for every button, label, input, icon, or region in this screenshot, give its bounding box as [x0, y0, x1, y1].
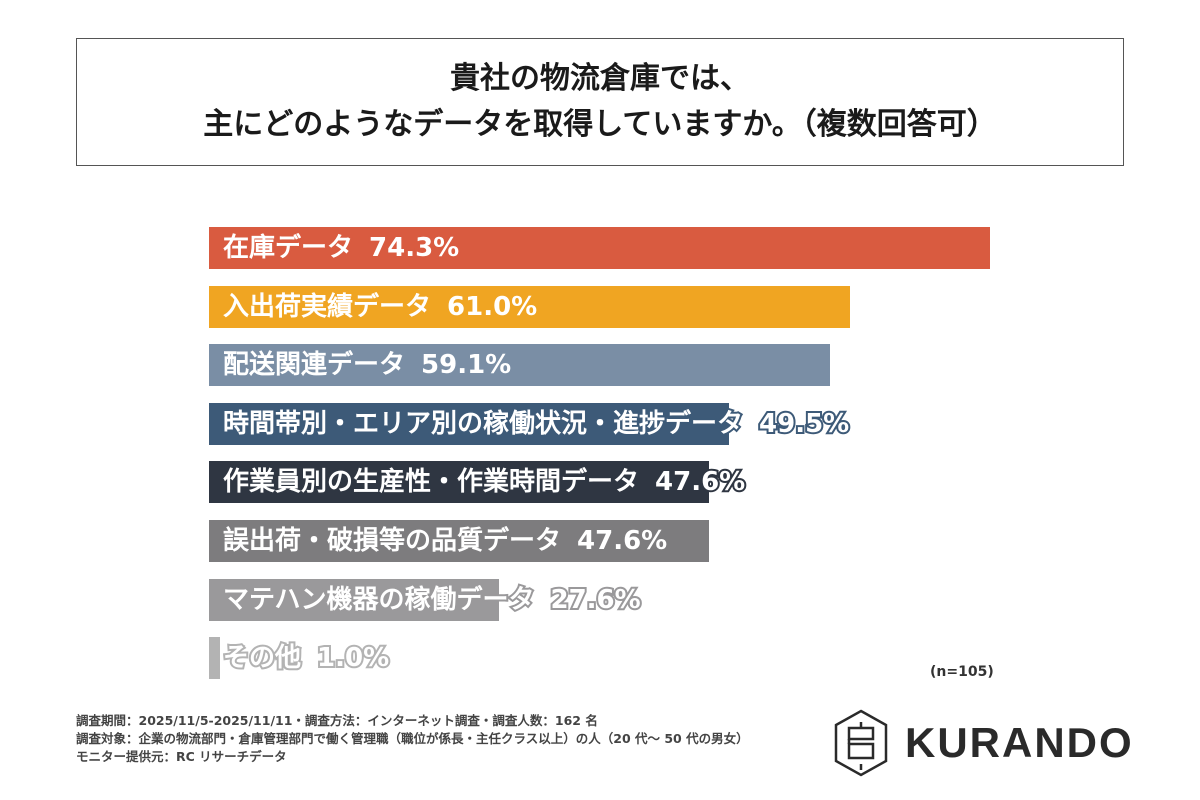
value-label: 27.6% [548, 583, 642, 617]
bar [209, 402, 730, 445]
category-label: 作業員別の生産性・作業時間データ [221, 465, 641, 499]
value-label: 61.0% [445, 290, 539, 324]
bar-label: その他 1.0% [221, 637, 391, 679]
bar-label: 入出荷実績データ 61.0% [221, 286, 539, 328]
footer-line-target: 調査対象：企業の物流部門・倉庫管理部門で働く管理職（職位が係長・主任クラス以上）… [76, 731, 749, 746]
bar-label: 時間帯別・エリア別の稼働状況・進捗データ 49.5% [221, 403, 851, 445]
kurando-logo: KURANDO [833, 708, 1134, 778]
bar [209, 285, 851, 328]
footer-line-provider: モニター提供元：RC リサーチデータ [76, 749, 287, 764]
footer-line-period: 調査期間：2025/11/5-2025/11/11・調査方法：インターネット調査… [76, 713, 598, 728]
chart-title: 貴社の物流倉庫では、 主にどのようなデータを取得していますか。（複数回答可） [76, 38, 1124, 166]
bar-label: 作業員別の生産性・作業時間データ 47.6% [221, 461, 747, 503]
category-label: 時間帯別・エリア別の稼働状況・進捗データ [221, 407, 745, 441]
bar [209, 578, 500, 621]
bar-label: 在庫データ 74.3% [221, 227, 461, 269]
value-label: 74.3% [367, 231, 461, 265]
bar [209, 227, 990, 269]
value-label: 49.5% [757, 407, 851, 441]
bar [209, 520, 710, 562]
bar [209, 461, 710, 504]
category-label: その他 [221, 641, 303, 675]
category-label: 入出荷実績データ [221, 290, 433, 324]
title-line-1: 貴社の物流倉庫では、 [450, 61, 750, 96]
value-label: 59.1% [419, 348, 513, 382]
category-label: 在庫データ [221, 231, 355, 265]
bar [209, 637, 220, 680]
value-label: 1.0% [315, 641, 391, 675]
value-label: 47.6% [575, 524, 669, 558]
logo-text: KURANDO [905, 719, 1134, 766]
sample-size-note: (n=105) [930, 664, 994, 680]
kurando-emblem-icon [834, 709, 888, 777]
category-label: 誤出荷・破損等の品質データ [221, 524, 563, 558]
category-label: マテハン機器の稼働データ [221, 583, 536, 617]
title-line-2: 主にどのようなデータを取得していますか。（複数回答可） [203, 107, 997, 142]
category-label: 配送関連データ [221, 348, 407, 382]
value-label: 47.6% [653, 465, 747, 499]
bar-label: マテハン機器の稼働データ 27.6% [221, 579, 643, 621]
bar-label: 配送関連データ 59.1% [221, 344, 513, 386]
bar-label: 誤出荷・破損等の品質データ 47.6% [221, 520, 669, 562]
bar [209, 344, 831, 387]
survey-footer: 調査期間：2025/11/5-2025/11/11・調査方法：インターネット調査… [76, 712, 749, 766]
